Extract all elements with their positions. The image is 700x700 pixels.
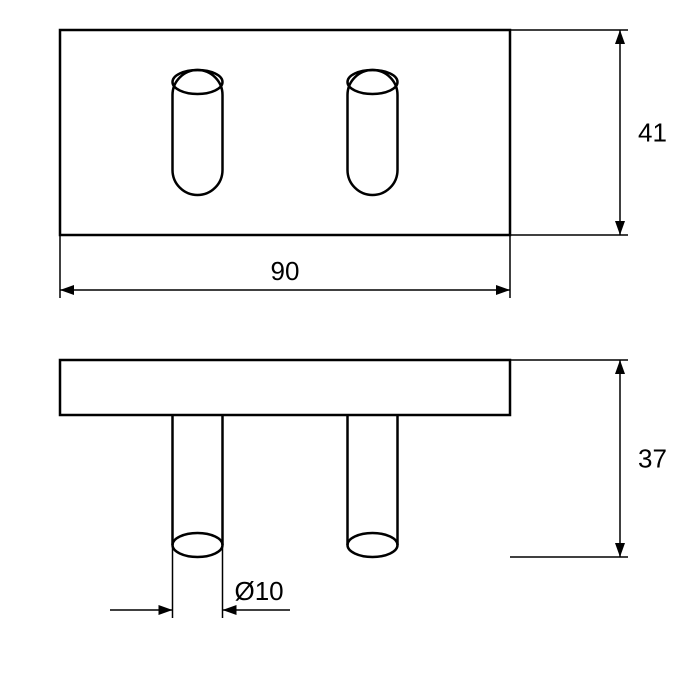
dim-height-side-label: 37 xyxy=(638,444,667,474)
slot-right xyxy=(348,70,398,195)
peg-top-right xyxy=(348,70,398,94)
dim-diameter-label: Ø10 xyxy=(235,576,284,606)
top-plate xyxy=(60,30,510,235)
side-bar xyxy=(60,360,510,415)
peg-top-left xyxy=(173,70,223,94)
side-view xyxy=(60,360,510,557)
dim-height-top-label: 41 xyxy=(638,118,667,148)
top-view xyxy=(60,30,510,235)
slot-left xyxy=(173,70,223,195)
peg-end-right xyxy=(348,533,398,557)
peg-end-left xyxy=(173,533,223,557)
dim-width-label: 90 xyxy=(271,256,300,286)
